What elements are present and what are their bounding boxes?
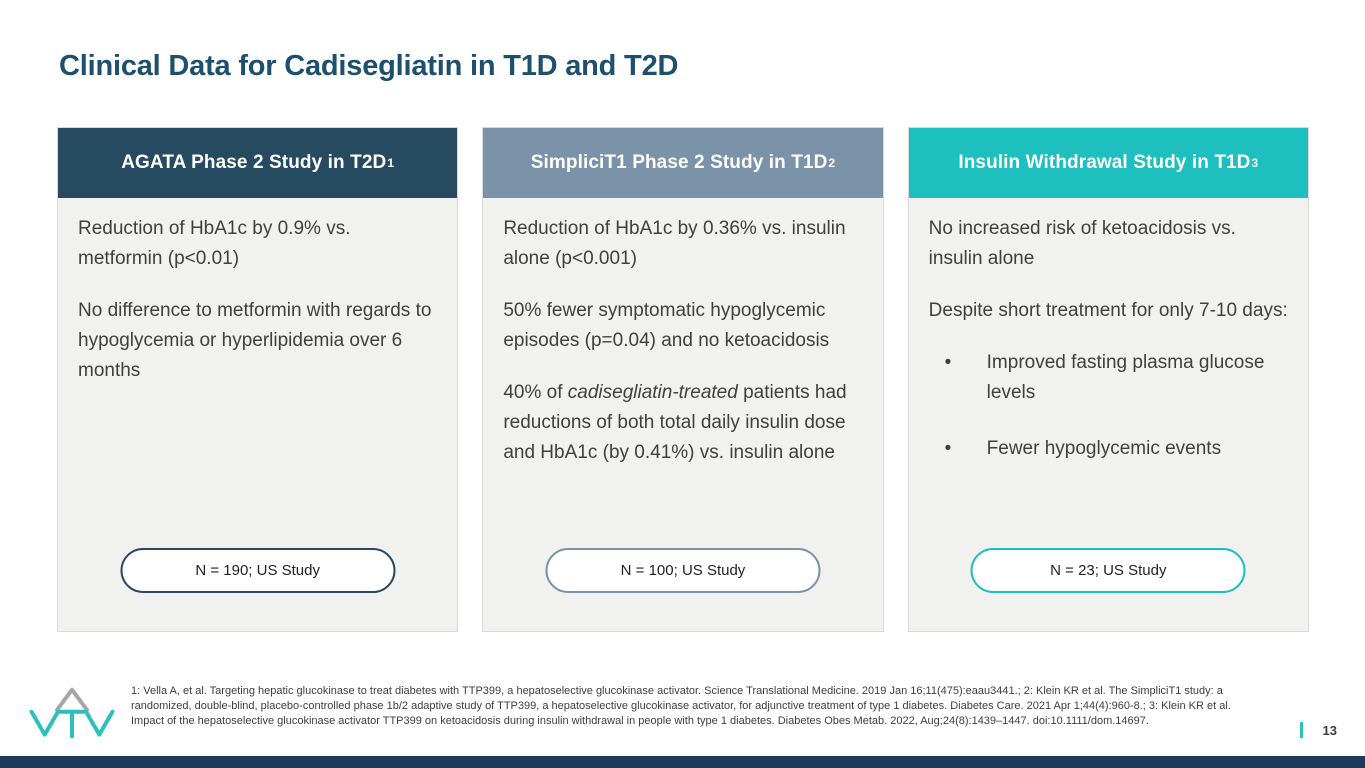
card-body: Reduction of HbA1c by 0.9% vs. metformin… — [58, 198, 457, 408]
card-header-label: Insulin Withdrawal Study in T1D — [958, 152, 1251, 173]
bullet-item: • Fewer hypoglycemic events — [945, 434, 1288, 464]
card-insulin-withdrawal-study: Insulin Withdrawal Study in T1D 3 No incr… — [907, 127, 1309, 632]
footnote-marker: 1 — [387, 156, 395, 170]
card-header-insulin-withdrawal: Insulin Withdrawal Study in T1D 3 — [908, 128, 1308, 198]
bullet-text: Fewer hypoglycemic events — [986, 438, 1222, 459]
card-paragraph: No difference to metformin with regards … — [78, 300, 432, 381]
page-number-divider — [1299, 722, 1303, 738]
reference-line: 1: Vella A, et al. Targeting hepatic glu… — [131, 685, 1223, 697]
page-title: Clinical Data for Cadisegliatin in T1D a… — [59, 50, 679, 82]
card-header-label: SimpliciT1 Phase 2 Study in T1D — [530, 152, 828, 173]
vtv-logo-icon — [29, 687, 115, 739]
card-header-label: AGATA Phase 2 Study in T2D — [121, 152, 387, 173]
study-cards-row: AGATA Phase 2 Study in T2D 1 Reduction of… — [57, 127, 1309, 632]
bullet-item: • Improved fasting plasma glucose levels — [945, 348, 1288, 408]
slide-footer: 1: Vella A, et al. Targeting hepatic glu… — [0, 680, 1365, 756]
page-number-area: 13 — [1299, 722, 1337, 738]
reference-line: randomized, double-blind, placebo-contro… — [131, 700, 1231, 712]
card-body: Reduction of HbA1c by 0.36% vs. insulin … — [483, 198, 882, 490]
card-agata-study: AGATA Phase 2 Study in T2D 1 Reduction of… — [57, 127, 459, 632]
card-header-simplicit1: SimpliciT1 Phase 2 Study in T1D 2 — [483, 128, 883, 198]
reference-line: Impact of the hepatoselective glucokinas… — [131, 715, 1149, 727]
page-number: 13 — [1322, 722, 1337, 738]
card-header-agata: AGATA Phase 2 Study in T2D 1 — [58, 128, 458, 198]
card-paragraph: Reduction of HbA1c by 0.9% vs. metformin… — [78, 218, 351, 269]
reference-citations: 1: Vella A, et al. Targeting hepatic glu… — [131, 684, 1251, 729]
footnote-marker: 3 — [1251, 156, 1259, 170]
bullet-glyph: • — [944, 352, 952, 373]
card-paragraph: Reduction of HbA1c by 0.36% vs. insulin … — [503, 218, 846, 269]
slide-bottom-accent-bar — [0, 756, 1365, 768]
bullet-glyph: • — [944, 438, 952, 459]
card-paragraph: No increased risk of ketoacidosis vs. in… — [928, 218, 1236, 269]
card-paragraph: 50% fewer symptomatic hypoglycemic episo… — [503, 300, 830, 351]
card-paragraph: Despite short treatment for only 7-10 da… — [928, 300, 1288, 321]
card-paragraph: 40% of cadisegliatin-treated patients ha… — [503, 382, 847, 463]
study-size-badge: N = 23; US Study — [970, 548, 1246, 593]
study-size-badge: N = 100; US Study — [545, 548, 821, 593]
study-size-badge: N = 190; US Study — [120, 548, 396, 593]
card-body: No increased risk of ketoacidosis vs. in… — [909, 198, 1308, 490]
bullet-text: Improved fasting plasma glucose levels — [986, 352, 1265, 403]
footnote-marker: 2 — [828, 156, 836, 170]
card-simplicit1-study: SimpliciT1 Phase 2 Study in T1D 2 Reducti… — [482, 127, 884, 632]
